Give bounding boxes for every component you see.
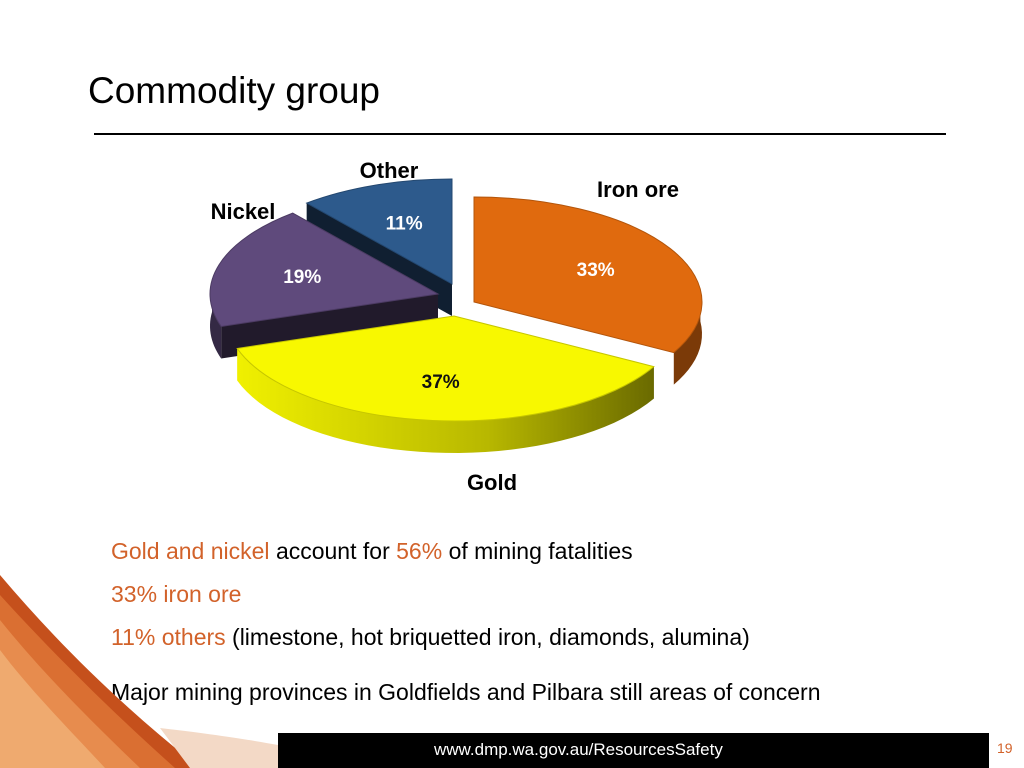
pie-category-label-nickel: Nickel — [211, 199, 276, 224]
bullet-3-text: (limestone, hot briquetted iron, diamond… — [232, 624, 750, 650]
decorative-swoosh — [0, 575, 278, 768]
title-divider — [94, 133, 946, 135]
pie-category-label-other: Other — [360, 158, 419, 183]
pie-side-nickel — [210, 280, 222, 359]
pie-value-labels: 33% 37% 19% 11% — [283, 214, 615, 393]
bullet-line-3: 11% others (limestone, hot briquetted ir… — [111, 616, 821, 659]
bullet-1-highlight: Gold and nickel — [111, 538, 270, 564]
pie-side-iron-ore — [673, 289, 702, 385]
pie-slice-other — [305, 178, 453, 285]
bullet-line-1: Gold and nickel account for 56% of minin… — [111, 530, 821, 573]
bullet-1-pct: 56% — [396, 538, 443, 564]
bullet-1-text-b: of mining fatalities — [448, 538, 633, 564]
pie-value-label-gold: 37% — [422, 372, 460, 393]
pie-category-labels: Iron ore Gold Nickel Other — [211, 158, 679, 495]
footer-url[interactable]: www.dmp.wa.gov.au/ResourcesSafety — [434, 740, 723, 759]
pie-slice-nickel — [209, 212, 440, 327]
bullet-3-highlight: 11% others — [111, 624, 226, 650]
page-number: 19 — [997, 740, 1013, 756]
pie-value-label-iron-ore: 33% — [577, 260, 615, 281]
pie-value-label-nickel: 19% — [283, 267, 321, 288]
pie-category-label-gold: Gold — [467, 470, 517, 495]
slide-title: Commodity group — [88, 70, 381, 111]
pie-slice-gold — [236, 315, 655, 422]
bullet-line-4: Major mining provinces in Goldfields and… — [111, 679, 821, 705]
pie-category-label-iron-ore: Iron ore — [597, 177, 679, 202]
pie-side-gold — [237, 348, 654, 453]
footer-bar — [278, 733, 989, 768]
bullet-line-2: 33% iron ore — [111, 581, 242, 607]
bullet-list: Gold and nickel account for 56% of minin… — [111, 530, 821, 714]
pie-tops — [209, 178, 703, 422]
pie-value-label-other: 11% — [386, 214, 423, 235]
bullet-1-text-a: account for — [275, 538, 390, 564]
pie-slice-iron-ore — [473, 196, 703, 354]
